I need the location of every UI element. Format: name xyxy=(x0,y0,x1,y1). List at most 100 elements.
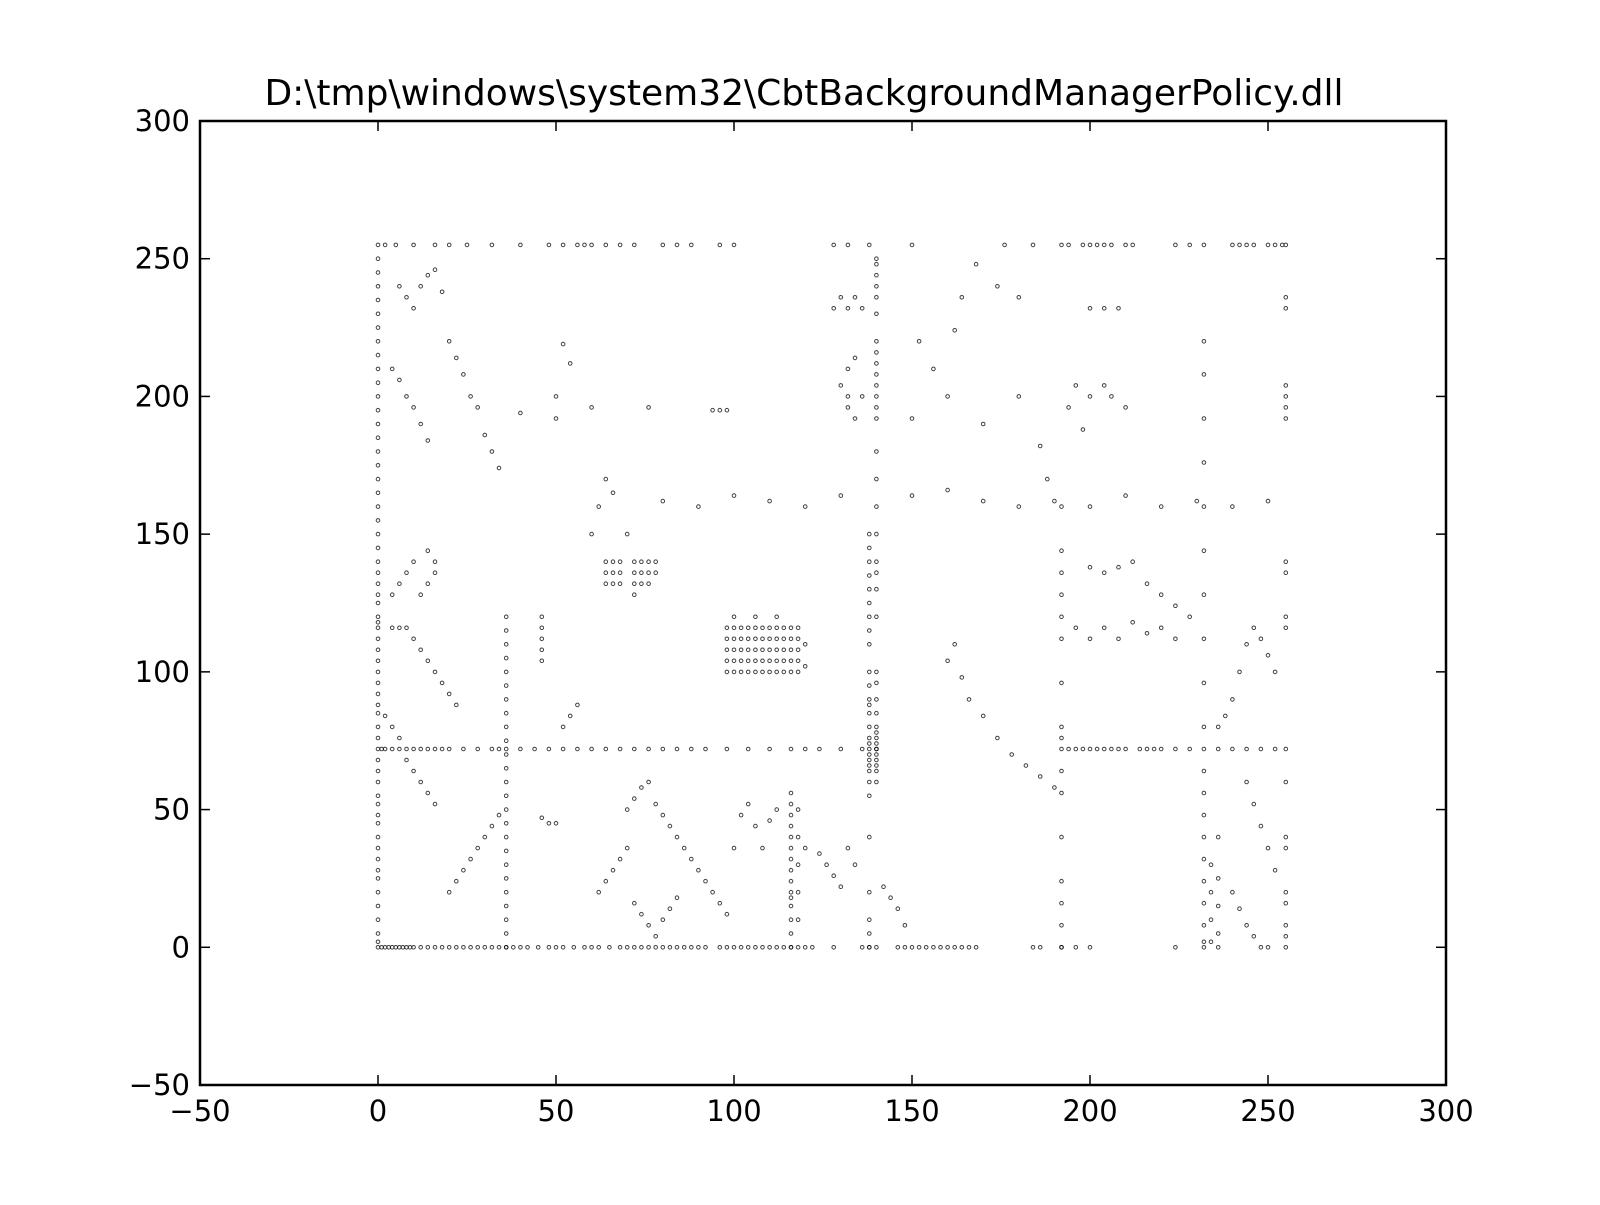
data-point xyxy=(632,945,637,950)
data-point xyxy=(1059,592,1064,598)
data-point xyxy=(503,876,509,881)
data-point xyxy=(788,931,794,936)
data-point xyxy=(1130,559,1135,565)
data-point xyxy=(1283,923,1289,928)
data-point xyxy=(1201,790,1207,796)
data-point xyxy=(389,366,395,372)
data-point xyxy=(881,884,886,890)
data-point xyxy=(1016,295,1022,300)
x-tick-label: 300 xyxy=(1418,1094,1473,1128)
data-point xyxy=(667,945,673,950)
data-point xyxy=(767,498,772,504)
data-point xyxy=(454,878,459,884)
data-point xyxy=(1237,242,1242,248)
data-point xyxy=(874,284,879,289)
data-point xyxy=(1101,570,1107,576)
data-point xyxy=(454,355,459,361)
data-point xyxy=(1265,242,1271,248)
data-point xyxy=(845,242,851,248)
y-tick-label: 250 xyxy=(135,242,190,276)
data-point xyxy=(375,449,381,454)
data-point xyxy=(1087,746,1093,752)
data-point xyxy=(1201,504,1207,509)
data-point xyxy=(375,620,381,625)
data-point xyxy=(503,746,509,752)
data-point xyxy=(503,710,509,716)
data-point xyxy=(425,272,431,278)
data-point xyxy=(624,531,630,537)
data-point xyxy=(738,669,744,675)
data-point xyxy=(632,796,637,801)
data-point xyxy=(788,669,794,675)
data-point xyxy=(632,592,637,598)
data-point xyxy=(375,545,381,551)
data-point xyxy=(1158,625,1164,631)
chart-title: D:\tmp\windows\system32\CbtBackgroundMan… xyxy=(264,73,1343,114)
data-point xyxy=(1208,889,1214,895)
points-layer xyxy=(375,242,1289,950)
data-point xyxy=(1087,564,1093,570)
data-point xyxy=(867,793,872,799)
data-point xyxy=(454,702,459,708)
data-point xyxy=(553,945,559,950)
data-point xyxy=(375,903,381,909)
data-point xyxy=(639,570,644,576)
data-point xyxy=(1173,636,1178,642)
data-point xyxy=(489,823,495,829)
y-tick-label: 200 xyxy=(135,379,190,413)
data-point xyxy=(753,625,758,631)
data-point xyxy=(731,658,737,664)
data-point xyxy=(393,945,399,950)
data-point xyxy=(567,361,573,366)
data-point xyxy=(838,746,844,752)
data-point xyxy=(724,636,730,642)
data-point xyxy=(660,917,666,923)
data-point xyxy=(617,570,623,576)
data-point xyxy=(1230,504,1235,509)
data-point xyxy=(753,636,758,642)
data-point xyxy=(874,757,879,763)
data-point xyxy=(603,878,609,884)
data-point xyxy=(845,845,851,851)
data-point xyxy=(867,724,872,730)
data-point xyxy=(717,900,723,906)
data-point xyxy=(411,559,416,565)
data-point xyxy=(632,570,637,576)
data-point xyxy=(397,284,402,289)
data-point xyxy=(1158,746,1164,752)
data-point xyxy=(795,636,801,642)
data-point xyxy=(1123,405,1128,410)
data-point xyxy=(425,746,431,752)
data-point xyxy=(375,270,381,275)
data-point xyxy=(660,242,666,248)
data-point xyxy=(375,710,381,716)
data-point xyxy=(503,834,509,840)
data-point xyxy=(375,939,381,945)
data-point xyxy=(1283,383,1289,388)
data-point xyxy=(931,366,936,372)
data-point xyxy=(767,945,772,950)
data-point xyxy=(503,848,509,854)
data-point xyxy=(553,394,559,399)
data-point xyxy=(1283,889,1289,895)
data-point xyxy=(874,361,879,366)
data-point xyxy=(874,697,879,702)
data-point xyxy=(539,647,545,653)
data-point xyxy=(767,669,772,675)
data-point xyxy=(1087,306,1093,311)
data-point xyxy=(446,746,452,752)
data-point xyxy=(952,328,958,333)
data-point xyxy=(1201,878,1207,884)
data-point xyxy=(831,242,837,248)
data-point xyxy=(1265,653,1271,658)
data-point xyxy=(874,669,879,675)
data-point xyxy=(795,917,801,923)
data-point xyxy=(874,339,879,344)
data-point xyxy=(689,746,694,752)
data-point xyxy=(1059,724,1064,730)
data-point xyxy=(1272,669,1278,675)
data-point xyxy=(610,867,616,873)
data-point xyxy=(582,945,587,950)
data-point xyxy=(867,531,872,537)
data-point xyxy=(980,498,986,504)
